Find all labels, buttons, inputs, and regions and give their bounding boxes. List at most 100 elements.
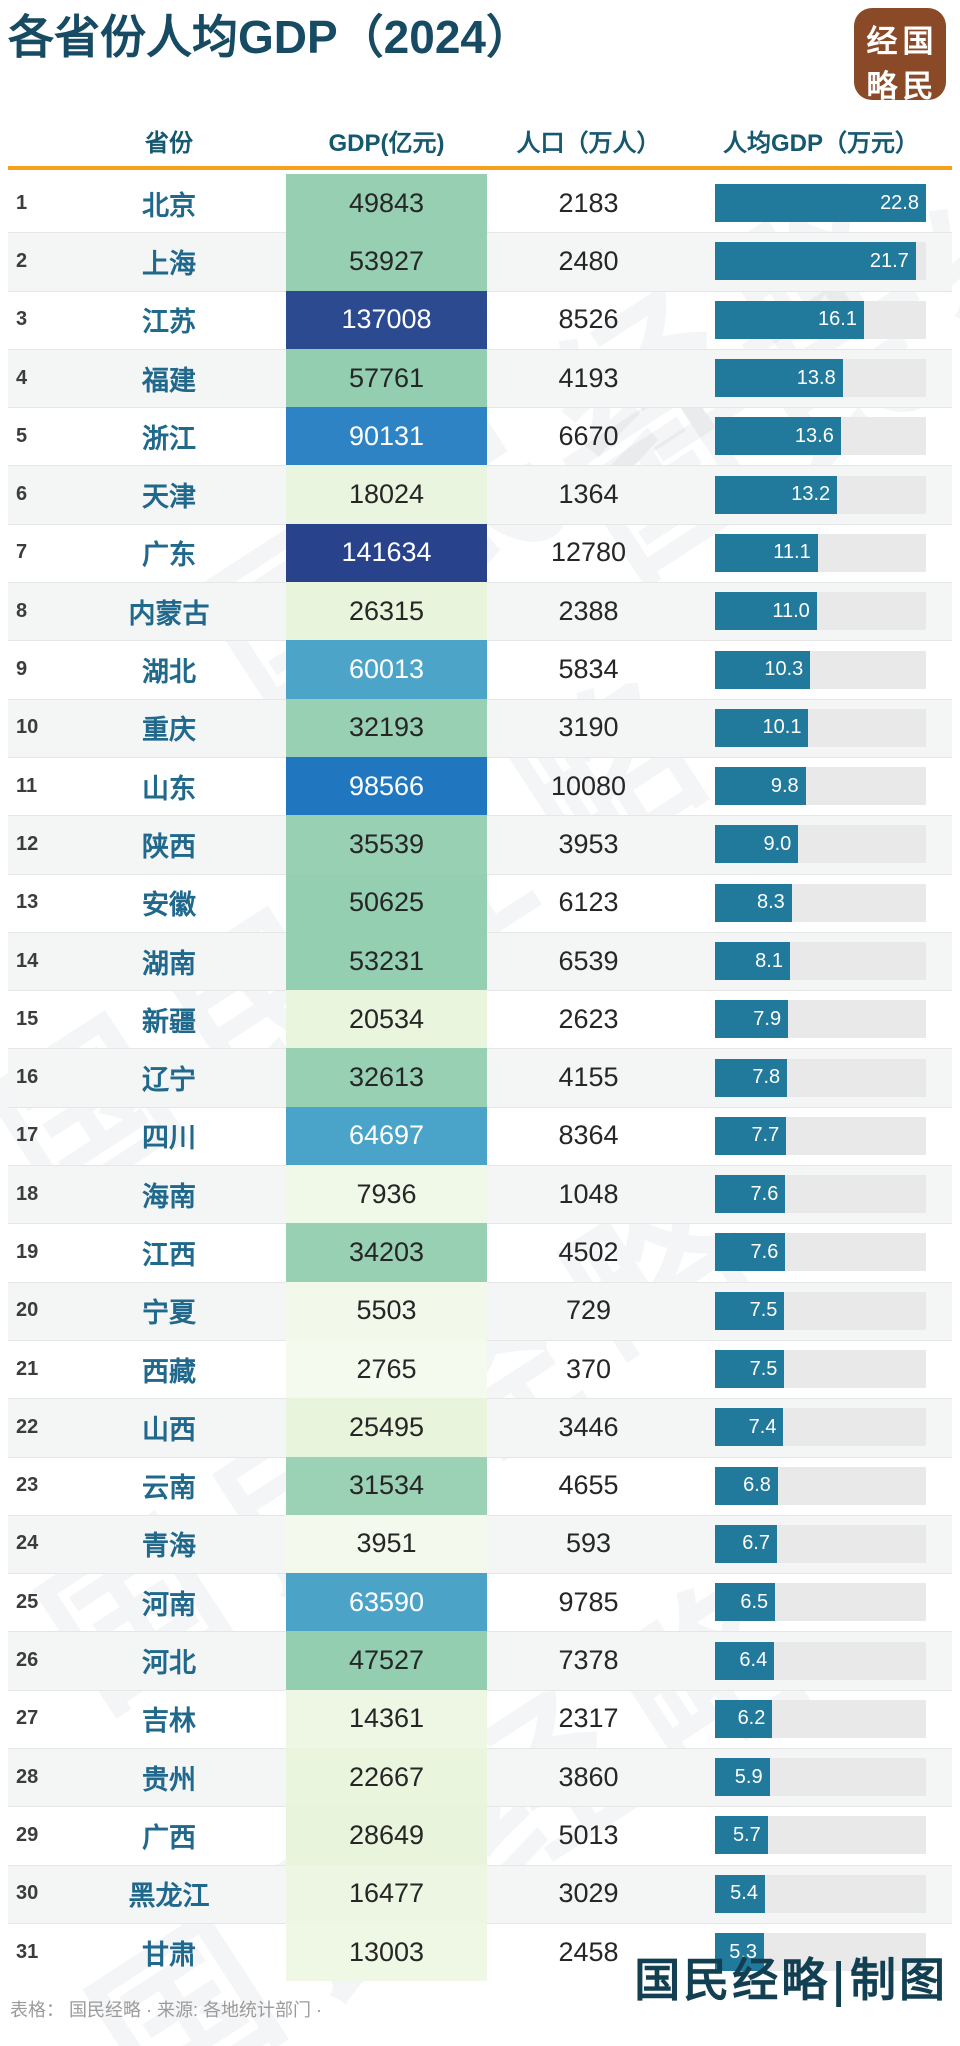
per-capita-bar-cell: 6.5	[690, 1573, 952, 1631]
gdp-cell: 141634	[286, 523, 487, 583]
province-name: 重庆	[142, 715, 196, 746]
per-capita-bar-cell: 6.2	[690, 1690, 952, 1748]
province-name: 宁夏	[142, 1298, 196, 1329]
rank-label: 4	[16, 366, 28, 389]
rank-label: 13	[16, 891, 39, 914]
rank-label: 17	[16, 1124, 39, 1147]
province-name: 天津	[142, 482, 196, 513]
table-header-row: 省份 GDP(亿元) 人口（万人） 人均GDP（万元）	[8, 108, 952, 166]
per-capita-bar-cell: 7.7	[690, 1107, 952, 1165]
population-value: 729	[565, 1295, 612, 1326]
per-capita-value: 16.1	[818, 308, 857, 331]
brand-logo-char: 国	[902, 24, 934, 60]
gdp-cell: 63590	[286, 1573, 487, 1632]
brand-logo-char: 略	[866, 69, 898, 105]
province-name: 青海	[142, 1531, 196, 1562]
per-capita-bar-track: 7.4	[715, 1408, 926, 1447]
per-capita-value: 6.4	[739, 1649, 768, 1672]
gdp-cell: 13003	[286, 1922, 487, 1982]
population-value: 4655	[558, 1470, 619, 1501]
table-row: 28 贵州 22667 3860 5.9	[8, 1748, 952, 1807]
per-capita-value: 7.5	[749, 1299, 778, 1322]
gdp-cell: 2765	[286, 1339, 487, 1399]
per-capita-bar-cell: 7.4	[690, 1398, 952, 1456]
per-capita-bar: 13.6	[715, 417, 841, 456]
gdp-cell: 3951	[286, 1514, 487, 1574]
rank-label: 14	[16, 949, 39, 972]
per-capita-value: 11.0	[772, 599, 810, 622]
per-capita-bar-cell: 13.2	[690, 465, 952, 523]
population-value: 9785	[558, 1586, 619, 1617]
rank-label: 5	[16, 424, 28, 447]
population-value: 6123	[558, 887, 619, 918]
province-column-header: 省份	[145, 130, 193, 157]
province-name: 四川	[142, 1123, 196, 1154]
per-capita-value: 7.8	[752, 1066, 781, 1089]
per-capita-bar-cell: 9.8	[690, 757, 952, 815]
per-capita-bar-track: 6.8	[715, 1466, 926, 1505]
rank-label: 25	[16, 1590, 39, 1613]
per-capita-bar-track: 10.3	[715, 650, 926, 689]
per-capita-bar: 7.7	[715, 1116, 787, 1155]
gdp-cell: 98566	[286, 756, 487, 816]
rank-label: 16	[16, 1066, 39, 1089]
per-capita-bar: 6.4	[715, 1641, 775, 1680]
population-value: 4193	[558, 362, 619, 393]
per-capita-bar-cell: 5.9	[690, 1748, 952, 1806]
per-capita-bar: 5.7	[715, 1816, 768, 1855]
per-capita-bar-track: 5.4	[715, 1874, 926, 1913]
gdp-cell: 31534	[286, 1456, 487, 1515]
per-capita-bar: 7.9	[715, 1000, 789, 1039]
table-row: 26 河北 47527 7378 6.4	[8, 1631, 952, 1690]
per-capita-bar: 7.6	[715, 1233, 786, 1272]
province-name: 广西	[142, 1822, 196, 1853]
per-capita-bar: 9.0	[715, 825, 799, 864]
table-row: 29 广西 28649 5013 5.7	[8, 1806, 952, 1865]
table-row: 6 天津 18024 1364 13.2	[8, 465, 952, 524]
gdp-cell: 90131	[286, 407, 487, 466]
population-value: 370	[565, 1353, 612, 1384]
province-name: 河北	[142, 1648, 196, 1679]
per-capita-bar-cell: 7.8	[690, 1048, 952, 1106]
per-capita-value: 6.8	[743, 1474, 771, 1497]
province-name: 内蒙古	[128, 598, 210, 629]
rank-label: 18	[16, 1182, 39, 1205]
per-capita-bar-cell: 5.4	[690, 1865, 952, 1923]
per-capita-bar: 11.0	[715, 592, 817, 631]
rank-label: 2	[16, 249, 28, 272]
population-value: 593	[565, 1528, 612, 1559]
per-capita-bar-track: 9.8	[715, 767, 926, 806]
rank-label: 10	[16, 716, 39, 739]
rank-label: 8	[16, 599, 28, 622]
per-capita-bar-track: 5.3	[715, 1933, 926, 1972]
table-row: 15 新疆 20534 2623 7.9	[8, 990, 952, 1049]
province-name: 浙江	[142, 423, 196, 454]
gdp-cell: 26315	[286, 582, 487, 641]
province-name: 河南	[142, 1589, 196, 1620]
population-value: 4502	[558, 1236, 619, 1267]
province-name: 黑龙江	[128, 1881, 210, 1912]
rank-label: 6	[16, 483, 28, 506]
per-capita-bar-track: 6.4	[715, 1641, 926, 1680]
gdp-cell: 20534	[286, 990, 487, 1049]
per-capita-bar-cell: 7.5	[690, 1340, 952, 1398]
table-row: 31 甘肃 13003 2458 5.3	[8, 1922, 952, 1982]
gdp-cell: 64697	[286, 1106, 487, 1166]
population-value: 3860	[558, 1761, 619, 1792]
per-capita-bar-track: 16.1	[715, 300, 926, 339]
per-capita-bar-cell: 6.8	[690, 1457, 952, 1515]
per-capita-bar-track: 9.0	[715, 825, 926, 864]
per-capita-bar: 22.8	[715, 184, 926, 223]
per-capita-bar: 7.8	[715, 1058, 788, 1097]
per-capita-bar: 13.8	[715, 359, 843, 398]
rank-label: 26	[16, 1649, 39, 1672]
per-capita-bar: 8.3	[715, 883, 792, 922]
province-name: 福建	[142, 365, 196, 396]
per-capita-bar-track: 21.7	[715, 242, 926, 281]
per-capita-bar: 7.4	[715, 1408, 784, 1447]
per-capita-bar-track: 13.2	[715, 475, 926, 514]
per-capita-bar: 13.2	[715, 475, 838, 514]
per-capita-bar: 10.1	[715, 708, 809, 747]
gdp-cell: 7936	[286, 1165, 487, 1224]
per-capita-bar-cell: 21.7	[690, 232, 952, 290]
